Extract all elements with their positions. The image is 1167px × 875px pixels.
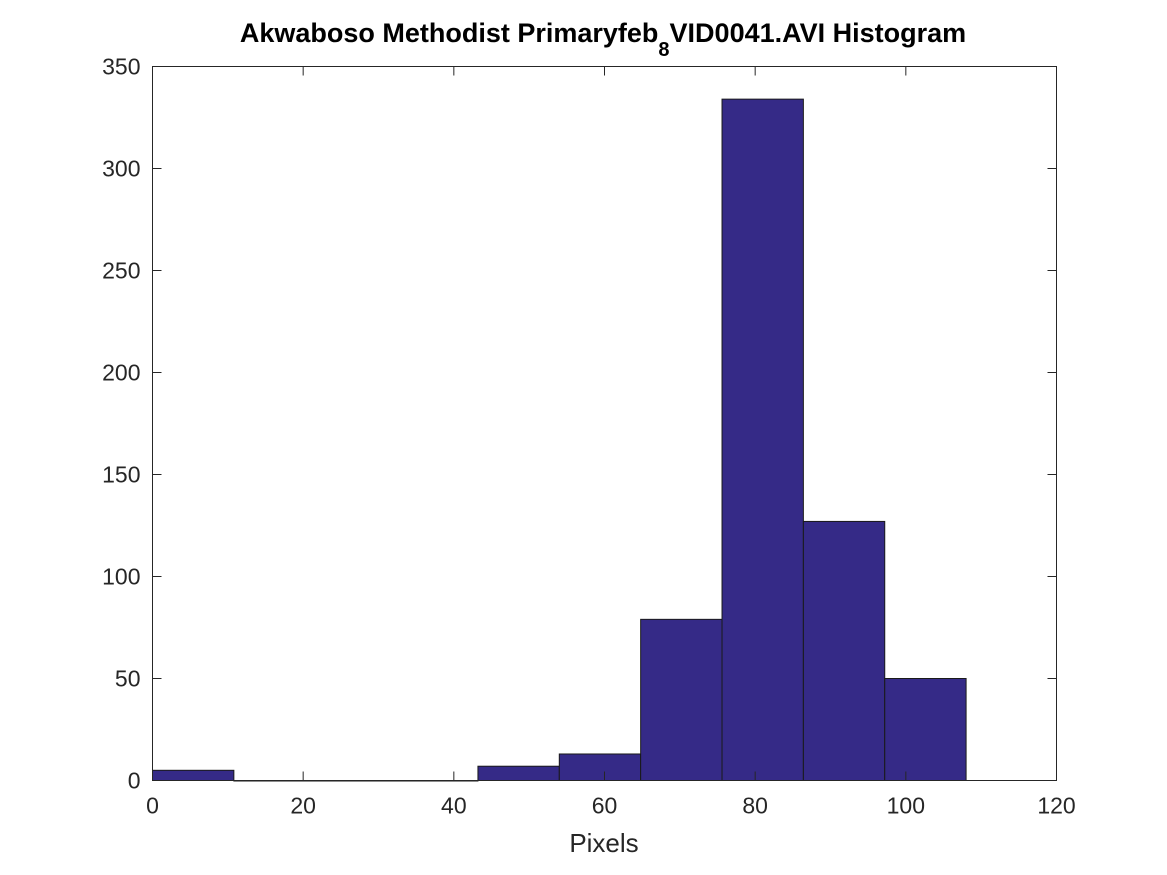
y-tick-label: 50 xyxy=(115,666,141,692)
chart-title-tail: VID0041.AVI Histogram xyxy=(670,18,967,48)
y-tick-label: 350 xyxy=(102,54,140,80)
chart-title-subscript: 8 xyxy=(658,39,669,61)
x-tick-label: 100 xyxy=(887,793,925,819)
histogram-bar xyxy=(884,678,967,781)
histogram-bar xyxy=(477,765,560,781)
histogram-bar xyxy=(558,753,642,781)
histogram-bar xyxy=(802,520,886,781)
x-tick-label: 120 xyxy=(1037,793,1075,819)
y-tick-label: 200 xyxy=(102,360,140,386)
y-tick-label: 100 xyxy=(102,564,140,590)
bars-group xyxy=(152,98,967,782)
y-tick-label: 0 xyxy=(128,768,141,794)
x-tick-label: 0 xyxy=(146,793,159,819)
x-tick-label: 20 xyxy=(290,793,316,819)
chart-title-main: Akwaboso Methodist Primaryfeb xyxy=(240,18,659,48)
histogram-bar xyxy=(640,618,723,782)
histogram-bar xyxy=(721,98,804,781)
x-axis-label: Pixels xyxy=(569,828,638,858)
plot-area-box xyxy=(152,66,1057,781)
histogram-bar xyxy=(152,769,235,781)
x-tick-label: 80 xyxy=(742,793,768,819)
y-tick-label: 250 xyxy=(102,258,140,284)
x-tick-label: 60 xyxy=(592,793,618,819)
y-tick-label: 300 xyxy=(102,156,140,182)
y-tick-label: 150 xyxy=(102,462,140,488)
x-tick-label: 40 xyxy=(441,793,467,819)
chart-title: Akwaboso Methodist Primaryfeb8VID0041.AV… xyxy=(240,18,966,61)
ticks-group: 0 20 40 60 80 100 120 0 50 100 150 200 250 300 350 xyxy=(102,54,1076,819)
